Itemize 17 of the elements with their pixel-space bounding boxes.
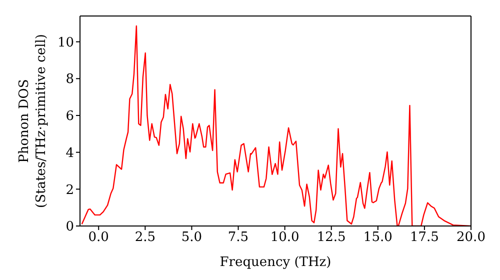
- x-tick-label: 7.5: [228, 230, 249, 246]
- x-tick-label: 5.0: [181, 230, 202, 246]
- y-tick-label: 2: [66, 182, 74, 198]
- y-axis-title: Phonon DOS (States/THz·primitive cell): [17, 34, 49, 208]
- x-tick-label: 2.5: [134, 230, 156, 246]
- x-tick-label: 15.0: [363, 230, 392, 246]
- y-tick-label: 8: [66, 72, 74, 88]
- x-tick-label: 20.0: [456, 230, 486, 246]
- x-tick-label: 12.5: [316, 230, 346, 246]
- y-tick-label: 0: [66, 220, 74, 235]
- y-tick-label: 10: [57, 35, 74, 50]
- x-tick-label: 17.5: [410, 230, 439, 246]
- x-tick-label: 10.0: [270, 230, 300, 246]
- y-tick-label: 6: [66, 109, 74, 124]
- y-tick-label: 4: [66, 146, 74, 161]
- x-axis-title: Frequency (THz): [220, 255, 332, 270]
- x-tick-label: 0.0: [88, 230, 109, 246]
